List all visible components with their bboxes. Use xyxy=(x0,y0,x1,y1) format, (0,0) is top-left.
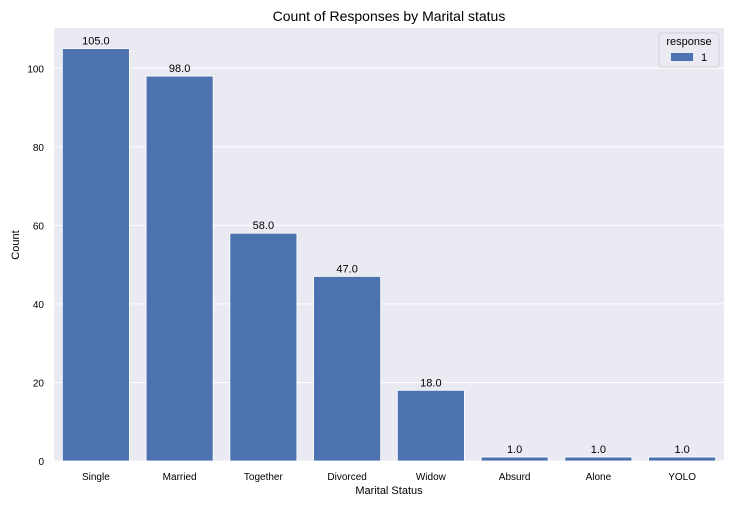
bar-value-label: 98.0 xyxy=(169,63,190,75)
chart-title: Count of Responses by Marital status xyxy=(273,8,506,24)
x-tick-label: Single xyxy=(82,472,110,483)
bar-together xyxy=(229,232,298,462)
bar-value-label: 47.0 xyxy=(336,263,357,275)
legend: response 1 xyxy=(658,32,720,68)
bar-value-label: 1.0 xyxy=(674,444,689,456)
bar-single xyxy=(61,48,130,462)
bar-value-label: 58.0 xyxy=(253,220,274,232)
x-tick-label: YOLO xyxy=(668,472,696,483)
x-tick-label: Married xyxy=(163,472,197,483)
x-tick-label: Widow xyxy=(416,472,447,483)
legend-swatch xyxy=(671,53,693,61)
bar-value-labels: 105.0 98.0 58.0 47.0 18.0 1.0 1.0 1.0 xyxy=(82,36,690,456)
y-tick-label: 20 xyxy=(33,378,45,389)
bar-value-label: 18.0 xyxy=(420,377,441,389)
x-tick-label: Absurd xyxy=(499,472,531,483)
bar-value-label: 1.0 xyxy=(507,444,522,456)
x-tick-label: Alone xyxy=(586,472,612,483)
legend-label: 1 xyxy=(701,52,707,64)
x-tick-label: Divorced xyxy=(327,472,366,483)
y-tick-label: 100 xyxy=(27,64,44,75)
bar-married xyxy=(145,75,214,462)
bars xyxy=(61,48,717,462)
bar-value-label: 105.0 xyxy=(82,36,110,48)
bar-divorced xyxy=(313,276,382,462)
legend-title: response xyxy=(666,36,711,48)
bar-value-label: 1.0 xyxy=(591,444,606,456)
y-tick-label: 60 xyxy=(33,221,45,232)
bar-widow xyxy=(396,389,465,462)
y-tick-label: 40 xyxy=(33,300,45,311)
bar-alone xyxy=(564,456,633,462)
bar-absurd xyxy=(480,456,549,462)
bar-yolo xyxy=(648,456,717,462)
y-axis-title: Count xyxy=(10,230,22,259)
x-tick-labels: Single Married Together Divorced Widow Absurd… xyxy=(82,472,696,483)
y-tick-labels: 0 20 40 60 80 100 xyxy=(27,64,44,468)
y-tick-label: 0 xyxy=(38,457,44,468)
y-tick-label: 80 xyxy=(33,143,45,154)
x-axis-title: Marital Status xyxy=(355,485,423,497)
x-tick-label: Together xyxy=(244,472,284,483)
